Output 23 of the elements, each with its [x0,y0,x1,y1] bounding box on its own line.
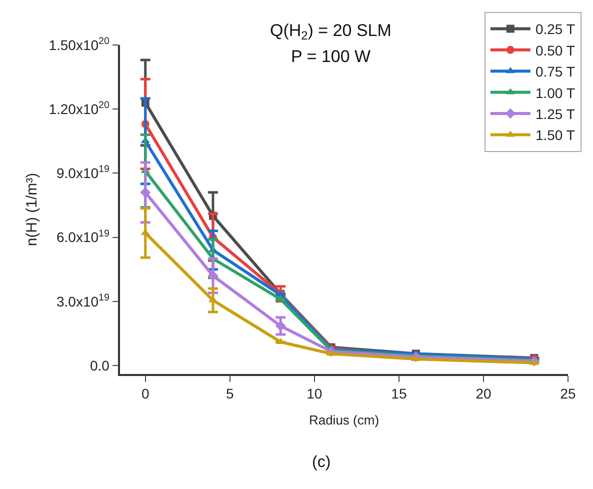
y-tick-label: 1.50x10$^{20}$ [48,36,110,53]
x-tick-label: 20 [476,386,492,402]
x-axis-title: Radius (cm) [308,412,380,428]
y-tick-label: 1.20x10$^{20}$ [48,100,110,117]
x-tick-label: 25 [560,386,576,402]
x-tick-label: 10 [306,386,322,402]
legend-label: 1.50 T [535,127,576,144]
text: Q(H$_{2}$) = 20 SLM [270,21,392,43]
legend-label: 0.75 T [535,64,576,80]
y-tick-label: 6.0x10$^{19}$ [56,228,110,246]
y-tick-label: 0.0 [90,357,110,374]
y-tick-label: 9.0x10$^{19}$ [56,164,110,182]
legend-label: 0.50 T [535,42,576,58]
y-axis-title: n(H) (1/m³) [23,172,40,246]
text: (c) [312,454,331,471]
legend-label: 1.25 T [535,106,576,122]
annotation: P = 100 W [291,47,371,66]
x-tick-label: 0 [141,386,150,402]
x-tick-label: 5 [226,386,234,402]
legend-label: 1.00 T [535,84,576,101]
x-tick-label: 15 [391,386,407,402]
legend-label: 0.25 T [535,21,576,38]
y-tick-label: 3.0x10$^{19}$ [56,292,110,310]
